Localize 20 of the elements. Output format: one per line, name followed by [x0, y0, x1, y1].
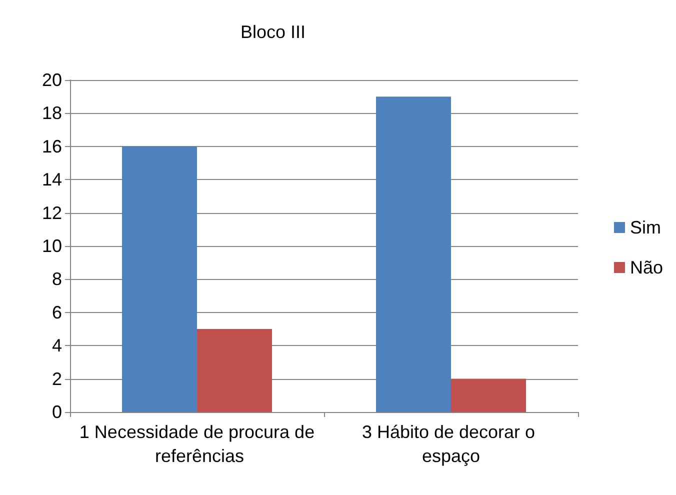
x-tick-label: 3 Hábito de decorar o espaço [362, 422, 540, 466]
y-tick-label: 8 [52, 269, 62, 290]
bar [197, 329, 272, 412]
y-tick-label: 2 [52, 368, 62, 389]
legend-label: Não [630, 258, 664, 278]
y-tick-label: 0 [52, 402, 62, 422]
y-tick-label: 16 [42, 136, 62, 156]
y-tick-label: 14 [42, 170, 62, 190]
y-tick-label: 12 [42, 202, 62, 223]
y-tick-label: 6 [52, 302, 62, 322]
y-tick-label: 18 [42, 103, 62, 124]
bar [122, 146, 197, 412]
chart-title: Bloco III [240, 22, 306, 42]
bar [451, 378, 526, 412]
y-tick-label: 20 [42, 70, 62, 90]
legend-label: Sim [630, 218, 661, 238]
y-tick-label: 10 [42, 236, 62, 256]
bar [376, 96, 451, 412]
y-tick-label: 4 [52, 336, 62, 356]
x-tick-label: 1 Necessidade de procura de referências [79, 422, 315, 466]
